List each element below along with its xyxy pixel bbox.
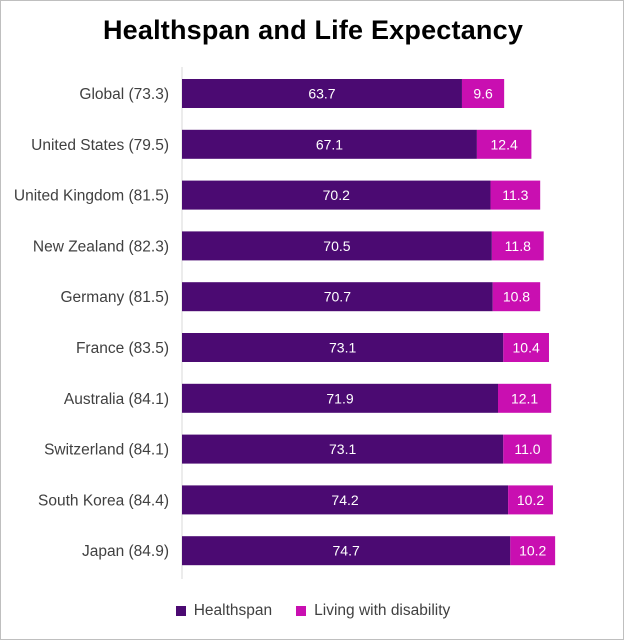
category-label-new-zealand: New Zealand (82.3) <box>33 238 169 255</box>
legend: Healthspan Living with disability <box>1 602 624 620</box>
bar-healthspan-australia <box>182 383 499 413</box>
legend-label-living-with-disability: Living with disability <box>314 602 451 619</box>
data-label-healthspan-global: 63.7 <box>308 86 335 102</box>
bar-healthspan-japan <box>182 536 511 566</box>
data-label-healthspan-australia: 71.9 <box>326 390 353 406</box>
data-label-living-with-disability-united-kingdom: 11.3 <box>502 187 528 203</box>
data-label-living-with-disability-united-states: 12.4 <box>491 136 518 152</box>
legend-label-healthspan: Healthspan <box>193 602 273 619</box>
bar-healthspan-france <box>182 333 504 362</box>
category-label-australia: Australia (84.1) <box>64 391 169 408</box>
data-label-healthspan-france: 73.1 <box>329 340 356 356</box>
bar-healthspan-united-states <box>182 129 477 159</box>
legend-item-healthspan: Healthspan <box>175 602 273 620</box>
bar-living-with-disability-australia <box>498 383 552 413</box>
bar-healthspan-south-korea <box>182 485 509 515</box>
bar-healthspan-switzerland <box>182 434 504 464</box>
data-label-living-with-disability-new-zealand: 11.8 <box>505 238 531 254</box>
bar-living-with-disability-france <box>503 333 549 362</box>
category-label-switzerland: Switzerland (84.1) <box>44 442 169 459</box>
bar-living-with-disability-germany <box>492 282 541 312</box>
data-label-healthspan-united-kingdom: 70.2 <box>323 187 350 203</box>
data-label-living-with-disability-germany: 10.8 <box>503 289 530 305</box>
data-label-healthspan-switzerland: 73.1 <box>329 441 356 457</box>
category-label-south-korea: South Korea (84.4) <box>38 492 169 509</box>
bar-living-with-disability-switzerland <box>503 434 552 464</box>
data-label-healthspan-united-states: 67.1 <box>316 136 343 152</box>
bar-healthspan-germany <box>182 282 493 312</box>
bar-healthspan-global <box>182 79 462 108</box>
data-label-living-with-disability-france: 10.4 <box>513 340 540 356</box>
data-label-healthspan-south-korea: 74.2 <box>331 492 358 508</box>
category-label-france: France (83.5) <box>76 340 169 357</box>
bar-healthspan-new-zealand <box>182 231 492 261</box>
category-label-germany: Germany (81.5) <box>60 289 169 306</box>
data-label-healthspan-germany: 70.7 <box>324 289 351 305</box>
legend-swatch-healthspan <box>175 606 186 616</box>
category-label-united-kingdom: United Kingdom (81.5) <box>14 188 169 205</box>
bar-healthspan-united-kingdom <box>182 180 491 210</box>
bar-living-with-disability-united-kingdom <box>490 180 541 210</box>
data-label-healthspan-japan: 74.7 <box>333 543 360 559</box>
chart-title: Healthspan and Life Expectancy <box>102 15 524 45</box>
bar-living-with-disability-south-korea <box>508 485 553 515</box>
bar-living-with-disability-new-zealand <box>491 231 544 261</box>
data-label-living-with-disability-global: 9.6 <box>473 86 493 102</box>
category-label-global: Global (73.3) <box>79 86 169 103</box>
category-label-united-states: United States (79.5) <box>31 137 169 154</box>
data-label-living-with-disability-switzerland: 11.0 <box>514 441 540 457</box>
bar-living-with-disability-united-states <box>476 129 532 159</box>
data-label-living-with-disability-japan: 10.2 <box>519 543 546 559</box>
data-label-living-with-disability-south-korea: 10.2 <box>517 492 544 508</box>
data-label-healthspan-new-zealand: 70.5 <box>323 238 350 254</box>
data-label-living-with-disability-australia: 12.1 <box>511 390 538 406</box>
bar-living-with-disability-japan <box>510 536 556 566</box>
category-label-japan: Japan (84.9) <box>82 543 169 560</box>
legend-item-living-with-disability: Living with disability <box>296 602 450 620</box>
legend-swatch-living-with-disability <box>296 606 307 616</box>
bar-living-with-disability-global <box>461 79 505 108</box>
